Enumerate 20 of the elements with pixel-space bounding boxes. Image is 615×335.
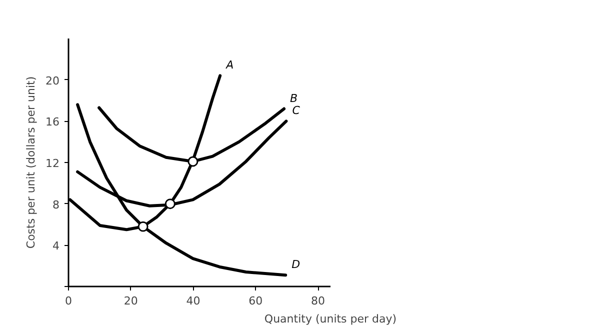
point — [138, 221, 148, 232]
x-tick-label: 20 — [124, 294, 138, 308]
x-tick-label: 80 — [311, 294, 326, 308]
y-tick-label: 16 — [46, 116, 60, 129]
point — [188, 156, 198, 167]
y-axis-title: Costs per unit (dollars per unit) — [24, 76, 38, 249]
line-series — [76, 103, 288, 277]
series-label: A — [225, 58, 234, 72]
x-tick-label: 0 — [65, 294, 72, 308]
point — [164, 198, 176, 210]
y-tick-label: 8 — [52, 198, 60, 212]
y-tick-label: 20 — [46, 74, 60, 88]
x-tick-label: 40 — [186, 294, 200, 308]
series-label: D — [292, 258, 300, 272]
y-tick-label: 4 — [52, 240, 60, 253]
series-label: B — [290, 92, 298, 105]
series-label: C — [292, 104, 300, 118]
x-axis-title: Quantity (units per day) — [264, 312, 397, 326]
x-tick-label: 60 — [248, 294, 263, 308]
y-tick-label: 12 — [46, 157, 60, 170]
